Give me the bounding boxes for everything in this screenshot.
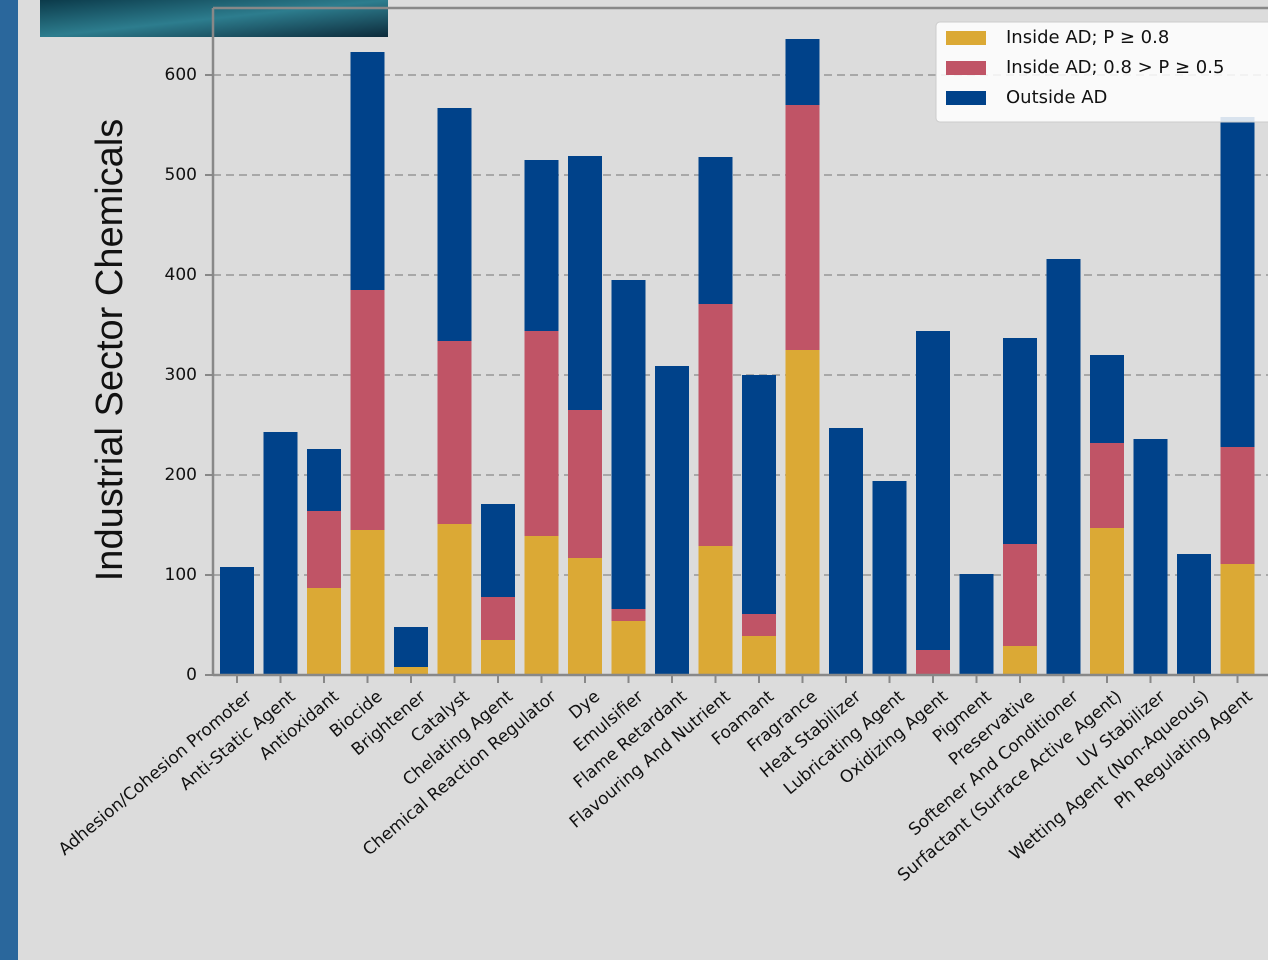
legend-swatch xyxy=(946,61,986,75)
bar-segment xyxy=(437,524,472,675)
bar-segment xyxy=(1220,447,1255,564)
bar-segment xyxy=(611,621,646,675)
bar-segment xyxy=(263,432,298,675)
bar-segment xyxy=(959,574,994,675)
bar-segment xyxy=(916,650,950,675)
bar-segment xyxy=(742,636,776,675)
bar-segment xyxy=(829,428,863,675)
bar-segment xyxy=(1090,355,1124,443)
y-tick-label: 200 xyxy=(165,465,197,485)
bar-segment xyxy=(1220,117,1255,447)
bar-segment xyxy=(785,39,820,105)
bar-segment xyxy=(611,609,646,621)
legend-label: Inside AD; 0.8 > P ≥ 0.5 xyxy=(1006,57,1224,78)
bar-segment xyxy=(1046,259,1081,675)
y-tick-label: 400 xyxy=(165,265,197,285)
y-tick-label: 100 xyxy=(165,565,197,585)
bar-segment xyxy=(481,504,515,597)
y-axis-label: Industrial Sector Chemicals xyxy=(89,119,131,582)
bars xyxy=(220,39,1255,675)
bar-segment xyxy=(394,627,428,667)
y-tick-label: 300 xyxy=(165,365,197,385)
legend-swatch xyxy=(946,91,986,105)
bar-segment xyxy=(916,331,950,650)
bar-segment xyxy=(698,157,733,304)
bar-segment xyxy=(698,304,733,546)
bar-segment xyxy=(785,105,820,350)
bar-segment xyxy=(220,567,254,675)
bar-segment xyxy=(1220,564,1255,675)
x-tick-label: Adhesion/Cohesion Promoter xyxy=(55,687,256,860)
bar-segment xyxy=(568,156,602,410)
bar-segment xyxy=(481,597,515,640)
bar-segment xyxy=(742,614,776,636)
bar-segment xyxy=(611,280,646,609)
bar-segment xyxy=(524,331,559,536)
bar-segment xyxy=(742,375,776,614)
bar-segment xyxy=(568,558,602,675)
y-tick-label: 0 xyxy=(186,665,197,685)
y-tick-label: 600 xyxy=(165,65,197,85)
bar-segment xyxy=(872,481,907,675)
bar-segment xyxy=(524,536,559,675)
bar-segment xyxy=(1003,338,1037,544)
legend-swatch xyxy=(946,31,986,45)
bar-segment xyxy=(655,366,689,675)
legend-label: Outside AD xyxy=(1006,87,1107,108)
bar-segment xyxy=(437,108,472,341)
bar-segment xyxy=(307,449,341,511)
bar-segment xyxy=(350,290,385,530)
bar-segment xyxy=(524,160,559,331)
bar-segment xyxy=(307,588,341,675)
bar-segment xyxy=(1177,554,1211,675)
bar-segment xyxy=(437,341,472,524)
bar-segment xyxy=(307,511,341,588)
bar-segment xyxy=(1090,528,1124,675)
bar-segment xyxy=(481,640,515,675)
bar-segment xyxy=(698,546,733,675)
legend-box xyxy=(935,21,1268,123)
bar-segment xyxy=(1090,443,1124,528)
bar-segment xyxy=(785,350,820,675)
bar-segment xyxy=(394,667,428,675)
legend-label: Inside AD; P ≥ 0.8 xyxy=(1006,27,1169,48)
bar-segment xyxy=(1133,439,1168,675)
bar-segment xyxy=(350,52,385,290)
bar-segment xyxy=(1003,544,1037,646)
bar-segment xyxy=(568,410,602,558)
y-tick-label: 500 xyxy=(165,165,197,185)
bar-segment xyxy=(350,530,385,675)
bar-segment xyxy=(1003,646,1037,675)
side-strip xyxy=(0,0,18,960)
